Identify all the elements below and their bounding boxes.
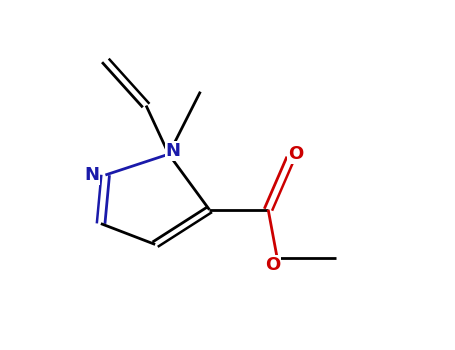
Text: N: N bbox=[84, 166, 99, 184]
Text: N: N bbox=[166, 142, 181, 160]
Text: O: O bbox=[265, 256, 280, 274]
Text: O: O bbox=[288, 145, 303, 163]
